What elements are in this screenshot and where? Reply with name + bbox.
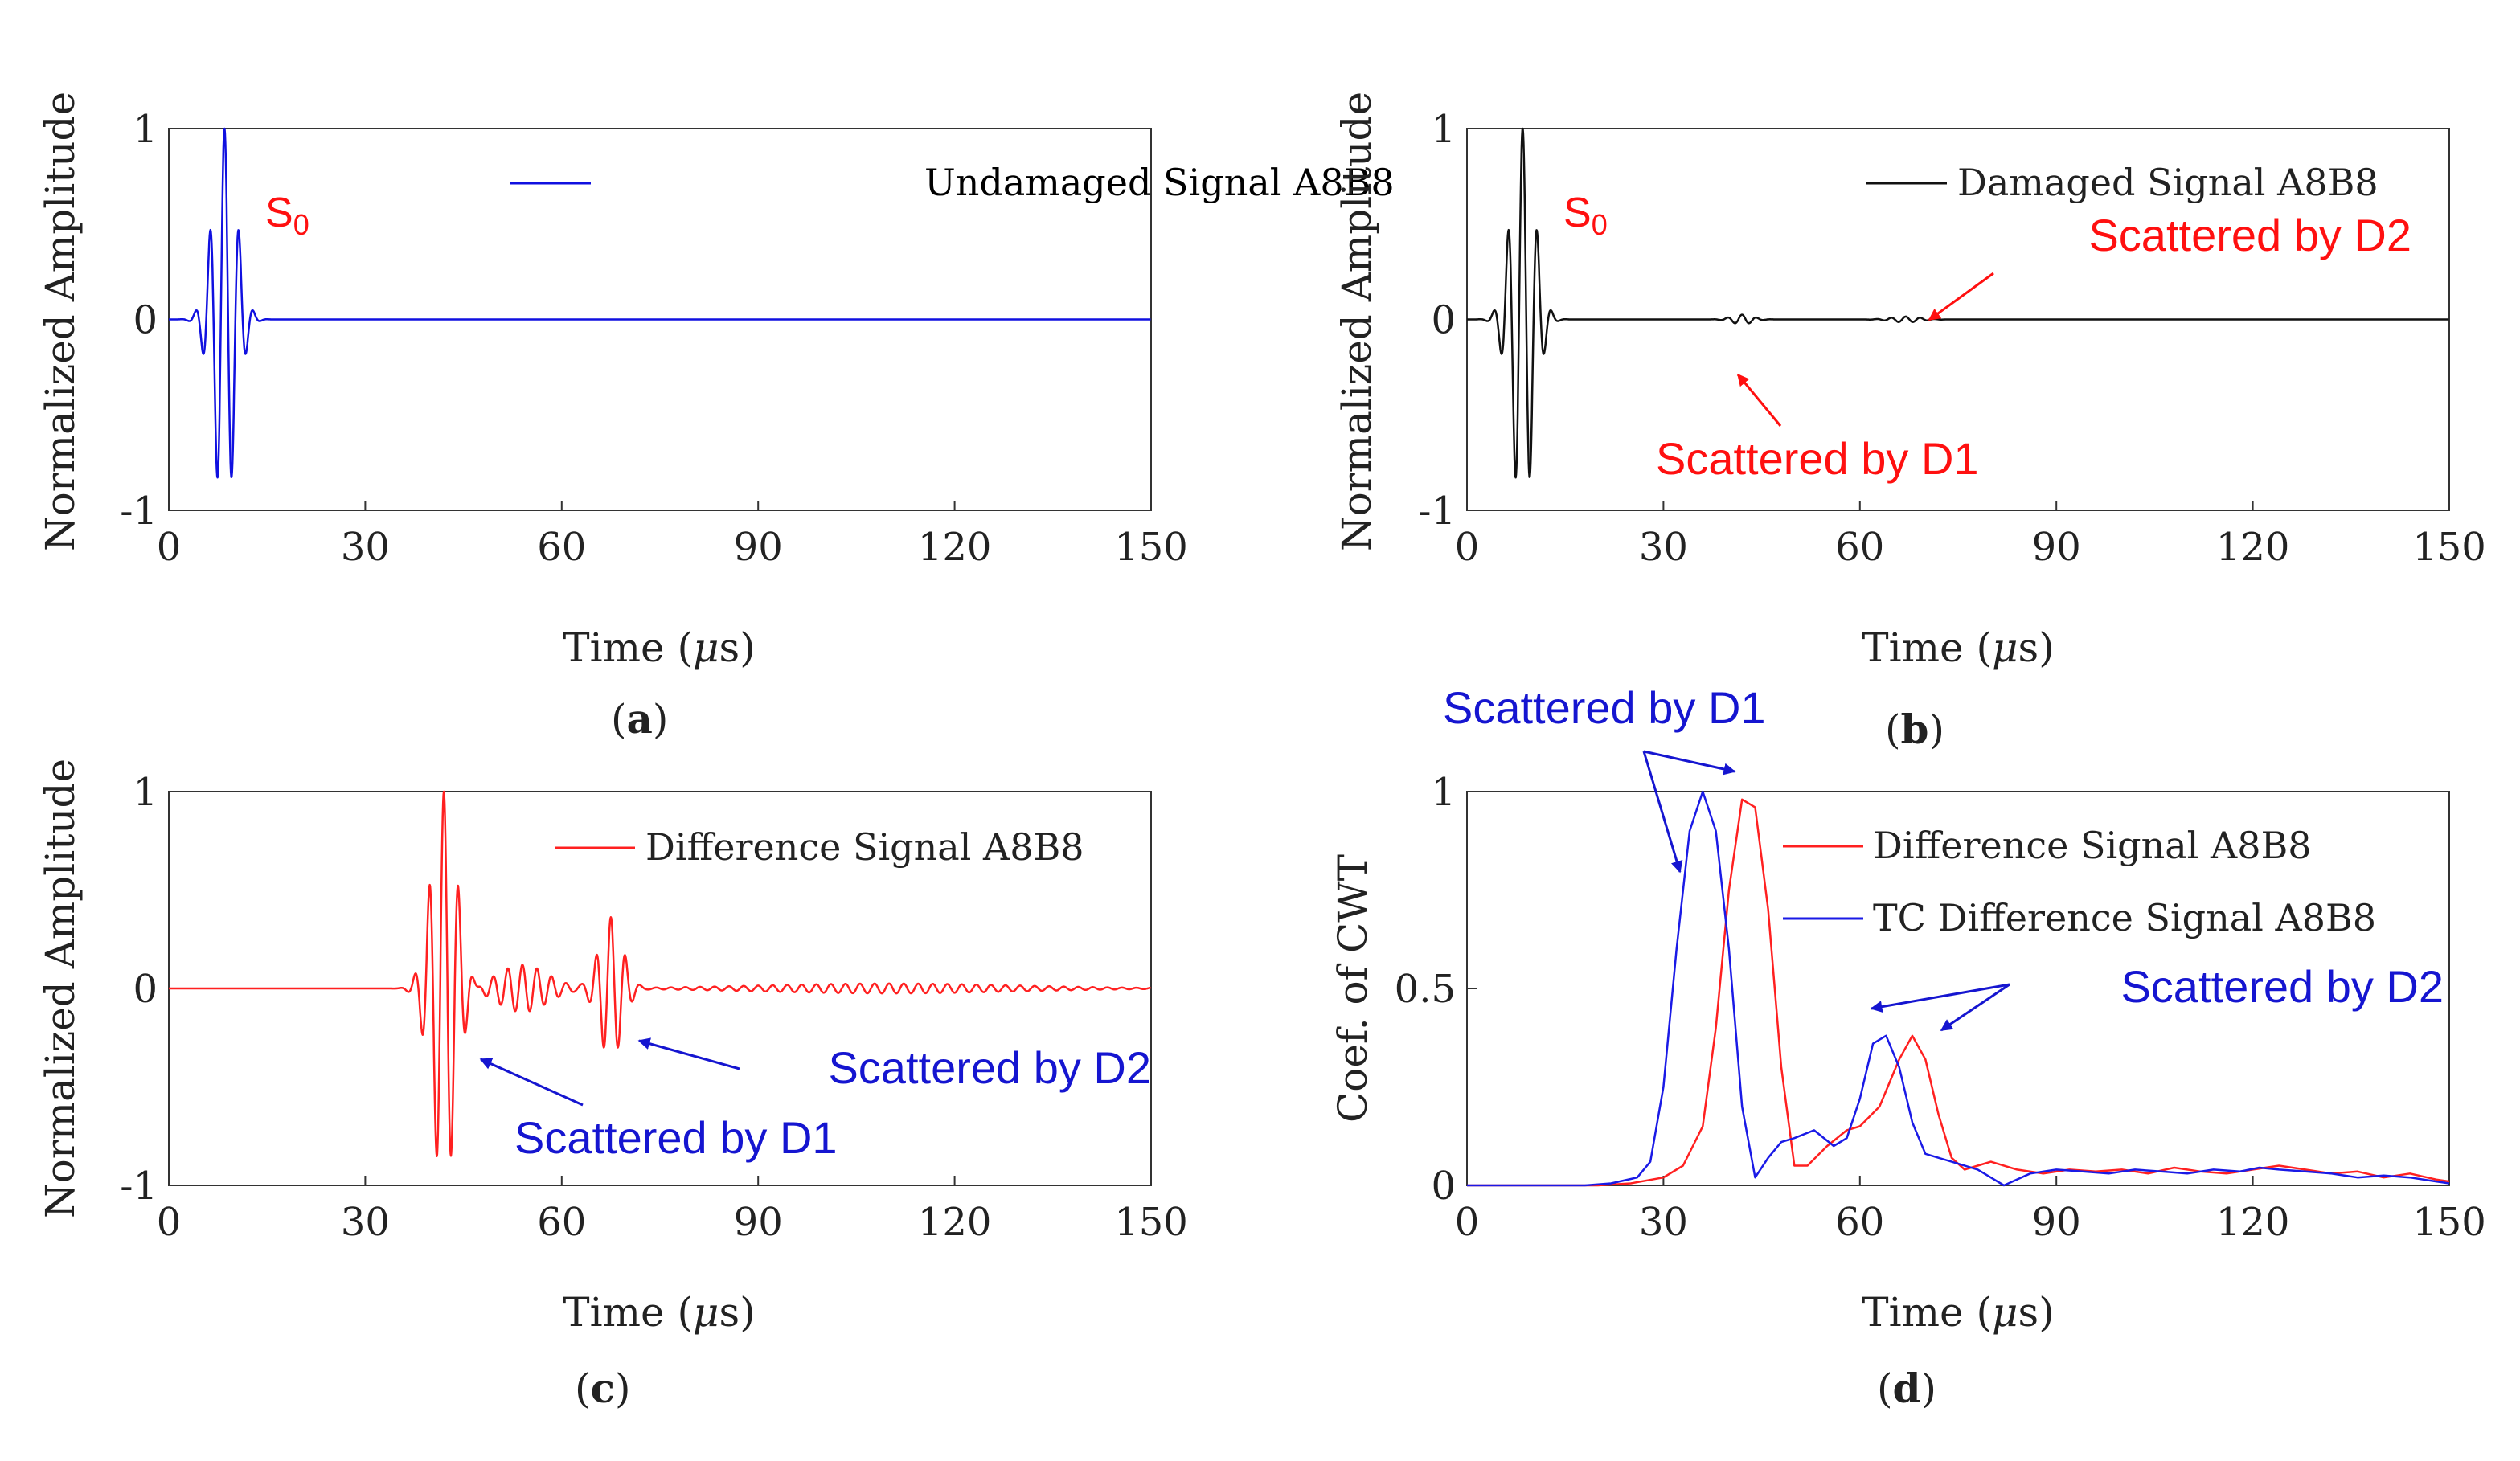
x-tick-label: 0: [157, 1200, 182, 1245]
legend-label-damaged: Damaged Signal A8B8: [1957, 161, 2379, 204]
arrow-d1-d-left: [1642, 751, 1683, 874]
x-tick-label: 60: [1835, 1200, 1884, 1245]
x-tick-label: 60: [537, 1200, 586, 1245]
y-tick-label: 1: [133, 770, 158, 815]
y-tick-label: 1: [133, 107, 158, 152]
x-tick-label: 120: [2216, 1200, 2290, 1245]
axis-ticks-a: 0 30 60 90 120 150-101: [120, 107, 1188, 570]
y-tick-label: 0: [133, 298, 158, 343]
y-tick-label: -1: [120, 1164, 158, 1209]
series-line: [1467, 798, 2450, 1187]
xlabel-b: Time (μs): [1862, 624, 2054, 671]
axis-ticks-d: 0 30 60 90 120 150 0 0.5 1: [1395, 770, 2486, 1245]
xlabel-c: Time (μs): [563, 1289, 755, 1336]
x-tick-label: 150: [1114, 1200, 1188, 1245]
panel-b: 0 30 60 90 120 150-101 Damaged Signal A8B8 S0…: [1334, 92, 2486, 753]
ylabel-a: Normalized Amplitude: [37, 92, 84, 551]
arrow-d2-b: [1928, 272, 1994, 321]
x-tick-label: 90: [2032, 525, 2081, 570]
arrow-d2-d-left: [1870, 983, 2010, 1013]
annotation-d1-c: Scattered by D1: [514, 1112, 838, 1163]
legend-label-undamaged: Undamaged Signal A8B8: [924, 161, 1395, 204]
annotation-d2-c: Scattered by D2: [828, 1042, 1151, 1093]
panel-a: 0 30 60 90 120 150-101 Undamaged Signal A8B8 …: [37, 92, 1395, 743]
x-tick-label: 150: [2412, 525, 2486, 570]
arrow-d1-b: [1736, 373, 1782, 427]
x-tick-label: 120: [918, 525, 992, 570]
axis-ticks-c: 0 30 60 90 120 150-101: [120, 770, 1188, 1245]
y-tick-label: 1: [1431, 770, 1456, 815]
x-tick-label: 0: [1455, 1200, 1480, 1245]
series-lines-d: [1467, 790, 2450, 1187]
ylabel-d: Coef. of CWT: [1330, 854, 1376, 1123]
legend-label-tc-difference: TC Difference Signal A8B8: [1873, 896, 2376, 939]
caption-a: (a): [611, 695, 668, 743]
series-lines-a: [168, 127, 1152, 479]
arrow-d2-d-right: [1940, 983, 2010, 1032]
x-tick-label: 90: [734, 525, 783, 570]
x-tick-label: 30: [1639, 525, 1688, 570]
caption-d: (d): [1877, 1365, 1936, 1412]
series-lines-b: [1466, 127, 2450, 479]
x-tick-label: 90: [734, 1200, 783, 1245]
y-tick-label: 0: [1431, 1164, 1456, 1209]
legend-label-difference-d: Difference Signal A8B8: [1873, 824, 2312, 867]
y-tick-label: -1: [1418, 489, 1456, 534]
annotation-d1-b: Scattered by D1: [1656, 433, 1979, 484]
y-tick-label: -1: [120, 489, 158, 534]
x-tick-label: 30: [341, 525, 390, 570]
series-lines-c: [168, 790, 1152, 1157]
x-tick-label: 60: [537, 525, 586, 570]
series-line: [168, 790, 1152, 1157]
mode-label-s0-b: S0: [1563, 190, 1608, 241]
mode-label-s0-a: S0: [265, 190, 309, 241]
caption-c: (c): [575, 1365, 630, 1412]
x-tick-label: 30: [341, 1200, 390, 1245]
series-line: [1466, 127, 2450, 479]
x-tick-label: 120: [2216, 525, 2290, 570]
panel-d: 0 30 60 90 120 150 0 0.5 1 Difference Signal A8B…: [1330, 682, 2486, 1412]
caption-b: (b): [1885, 706, 1944, 753]
arrow-d1-d-right: [1643, 750, 1736, 776]
x-tick-label: 120: [918, 1200, 992, 1245]
x-tick-label: 150: [1114, 525, 1188, 570]
y-tick-label: 0: [133, 967, 158, 1012]
x-tick-label: 0: [157, 525, 182, 570]
xlabel-d: Time (μs): [1862, 1289, 2054, 1336]
x-tick-label: 0: [1455, 525, 1480, 570]
arrow-d1-c: [479, 1058, 584, 1107]
series-line: [1467, 790, 2450, 1187]
legend-label-difference-c: Difference Signal A8B8: [645, 825, 1084, 869]
x-tick-label: 60: [1835, 525, 1884, 570]
y-tick-label: 0.5: [1395, 967, 1456, 1012]
ylabel-c: Normalized Amplitude: [37, 759, 84, 1218]
ylabel-b: Normalized Amplitude: [1334, 92, 1380, 551]
x-tick-label: 90: [2032, 1200, 2081, 1245]
xlabel-a: Time (μs): [563, 624, 755, 671]
series-line: [168, 127, 1152, 479]
annotation-d2-d: Scattered by D2: [2120, 961, 2444, 1012]
axis-ticks-b: 0 30 60 90 120 150-101: [1418, 107, 2486, 570]
arrow-d2-c: [637, 1037, 740, 1070]
x-tick-label: 30: [1639, 1200, 1688, 1245]
annotation-d1-d: Scattered by D1: [1443, 682, 1766, 733]
y-tick-label: 1: [1431, 107, 1456, 152]
x-tick-label: 150: [2412, 1200, 2486, 1245]
annotation-d2-b: Scattered by D2: [2088, 210, 2411, 260]
y-tick-label: 0: [1431, 298, 1456, 343]
panel-c: 0 30 60 90 120 150-101 Difference Signal A8B8…: [37, 759, 1188, 1412]
